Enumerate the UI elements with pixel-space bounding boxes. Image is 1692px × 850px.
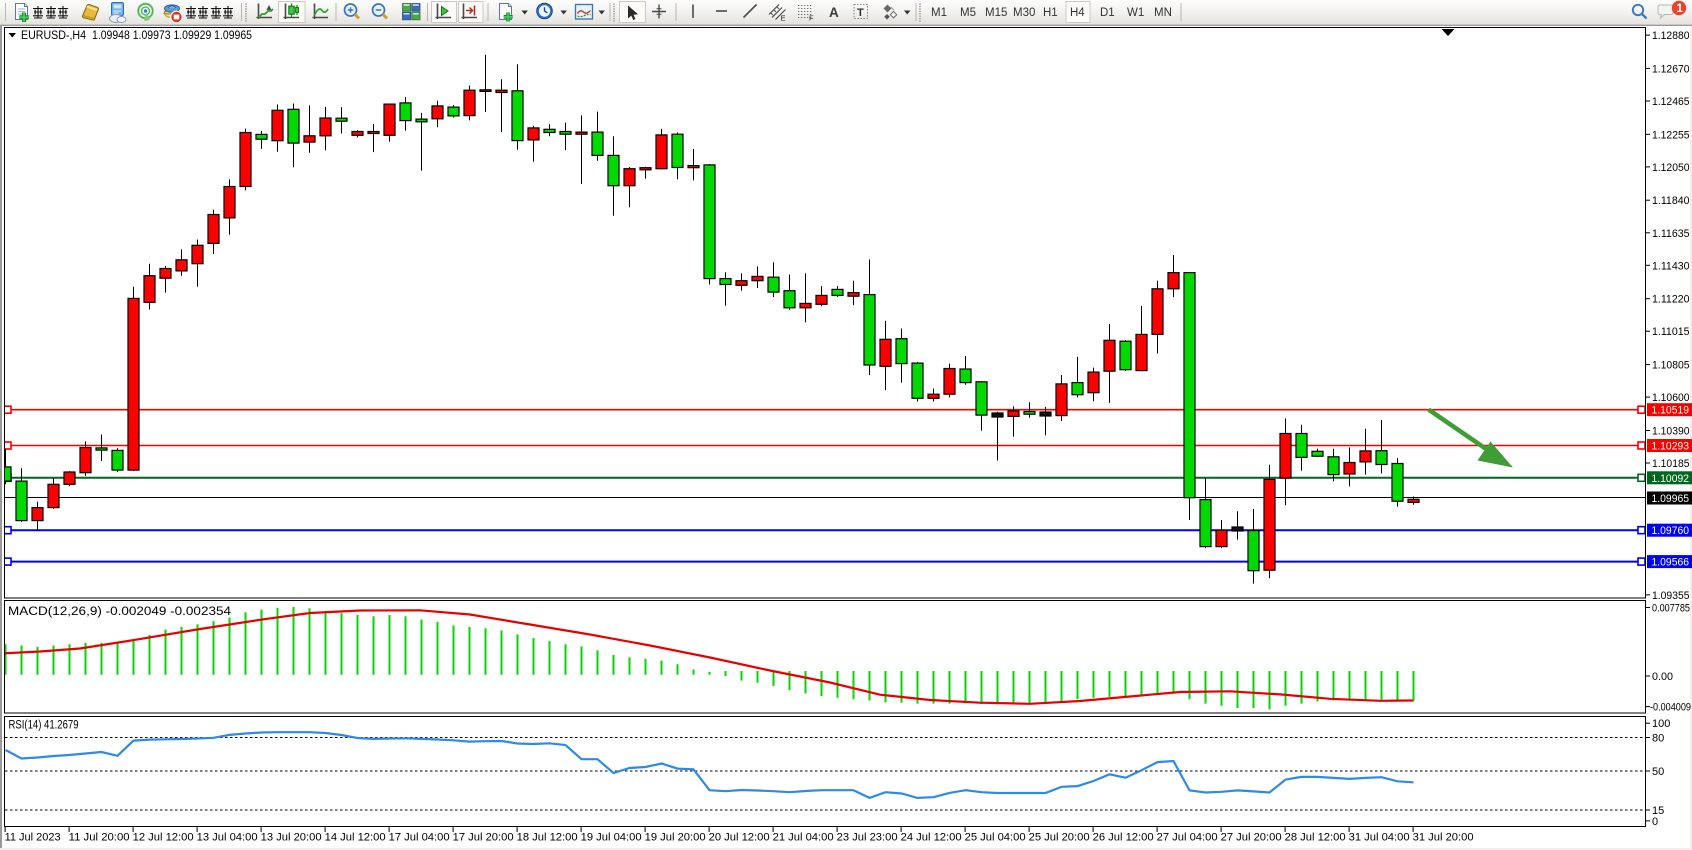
svg-text:E: E xyxy=(781,14,786,23)
svg-text:1.11430: 1.11430 xyxy=(1652,260,1690,272)
svg-text:1.10805: 1.10805 xyxy=(1652,360,1690,372)
svg-text:80: 80 xyxy=(1652,733,1664,745)
svg-text:15: 15 xyxy=(1652,805,1664,817)
svg-text:1.11220: 1.11220 xyxy=(1652,294,1690,306)
svg-text:19 Jul 20:00: 19 Jul 20:00 xyxy=(645,832,706,844)
svg-text:1.09760: 1.09760 xyxy=(1652,525,1690,537)
svg-text:23 Jul 23:00: 23 Jul 23:00 xyxy=(837,832,898,844)
svg-text:M15: M15 xyxy=(985,7,1007,19)
svg-text:11 Jul 20:00: 11 Jul 20:00 xyxy=(69,832,130,844)
svg-text:F: F xyxy=(809,14,814,23)
svg-text:25 Jul 04:00: 25 Jul 04:00 xyxy=(965,832,1026,844)
svg-text:H1: H1 xyxy=(1043,7,1058,19)
svg-text:50: 50 xyxy=(1652,766,1664,778)
svg-text:13 Jul 20:00: 13 Jul 20:00 xyxy=(261,832,322,844)
svg-text:1.12670: 1.12670 xyxy=(1652,63,1690,75)
svg-text:W1: W1 xyxy=(1127,7,1144,19)
svg-text:1.12465: 1.12465 xyxy=(1652,96,1690,108)
svg-text:D1: D1 xyxy=(1100,7,1115,19)
svg-text:25 Jul 20:00: 25 Jul 20:00 xyxy=(1029,832,1090,844)
svg-text:0: 0 xyxy=(1652,816,1658,828)
svg-text:1.12255: 1.12255 xyxy=(1652,129,1690,141)
svg-text:M5: M5 xyxy=(960,7,976,19)
svg-text:1.11840: 1.11840 xyxy=(1652,195,1690,207)
svg-text:M30: M30 xyxy=(1013,7,1035,19)
svg-text:26 Jul 12:00: 26 Jul 12:00 xyxy=(1093,832,1154,844)
svg-text:1.12880: 1.12880 xyxy=(1652,30,1690,42)
svg-text:1.09948 1.09973 1.09929 1.0996: 1.09948 1.09973 1.09929 1.09965 xyxy=(92,30,252,42)
svg-text:-0.004009: -0.004009 xyxy=(1650,702,1691,714)
svg-text:1.09566: 1.09566 xyxy=(1652,557,1690,569)
svg-text:A: A xyxy=(829,5,839,20)
svg-text:31 Jul 20:00: 31 Jul 20:00 xyxy=(1413,832,1474,844)
svg-text:0.00: 0.00 xyxy=(1652,671,1673,683)
svg-text:1.11015: 1.11015 xyxy=(1652,326,1690,338)
svg-text:H4: H4 xyxy=(1070,7,1085,19)
svg-text:MN: MN xyxy=(1154,7,1172,19)
svg-text:M1: M1 xyxy=(931,7,947,19)
svg-text:31 Jul 04:00: 31 Jul 04:00 xyxy=(1349,832,1410,844)
svg-text:21 Jul 04:00: 21 Jul 04:00 xyxy=(773,832,834,844)
svg-text:1.10519: 1.10519 xyxy=(1652,405,1690,417)
svg-text:27 Jul 20:00: 27 Jul 20:00 xyxy=(1221,832,1282,844)
svg-text:100: 100 xyxy=(1652,718,1670,730)
svg-text:1.10600: 1.10600 xyxy=(1652,392,1690,404)
svg-text:MACD(12,26,9) -0.002049 -0.002: MACD(12,26,9) -0.002049 -0.002354 xyxy=(8,606,232,618)
svg-text:EURUSD-,H4: EURUSD-,H4 xyxy=(21,30,87,42)
svg-text:17 Jul 20:00: 17 Jul 20:00 xyxy=(453,832,514,844)
svg-text:17 Jul 04:00: 17 Jul 04:00 xyxy=(389,832,450,844)
svg-text:24 Jul 12:00: 24 Jul 12:00 xyxy=(901,832,962,844)
svg-text:0.007785: 0.007785 xyxy=(1652,603,1690,615)
svg-text:1.12050: 1.12050 xyxy=(1652,162,1690,174)
svg-text:1.11635: 1.11635 xyxy=(1652,228,1690,240)
svg-text:11 Jul 2023: 11 Jul 2023 xyxy=(5,832,61,844)
svg-text:28 Jul 12:00: 28 Jul 12:00 xyxy=(1285,832,1346,844)
svg-text:14 Jul 12:00: 14 Jul 12:00 xyxy=(325,832,386,844)
svg-text:T: T xyxy=(857,7,864,19)
svg-text:1.09965: 1.09965 xyxy=(1652,493,1690,505)
svg-text:1.10185: 1.10185 xyxy=(1652,458,1690,470)
svg-text:1: 1 xyxy=(1677,3,1684,15)
svg-text:12 Jul 12:00: 12 Jul 12:00 xyxy=(133,832,194,844)
svg-text:1.09355: 1.09355 xyxy=(1652,590,1690,602)
svg-text:13 Jul 04:00: 13 Jul 04:00 xyxy=(197,832,258,844)
svg-text:19 Jul 04:00: 19 Jul 04:00 xyxy=(581,832,642,844)
svg-text:1.10092: 1.10092 xyxy=(1652,473,1690,485)
svg-text:18 Jul 12:00: 18 Jul 12:00 xyxy=(517,832,578,844)
svg-text:27 Jul 04:00: 27 Jul 04:00 xyxy=(1157,832,1218,844)
svg-text:20 Jul 12:00: 20 Jul 12:00 xyxy=(709,832,770,844)
svg-text:1.10390: 1.10390 xyxy=(1652,426,1690,438)
svg-text:RSI(14) 41.2679: RSI(14) 41.2679 xyxy=(9,720,79,732)
svg-text:1.10293: 1.10293 xyxy=(1652,441,1690,453)
